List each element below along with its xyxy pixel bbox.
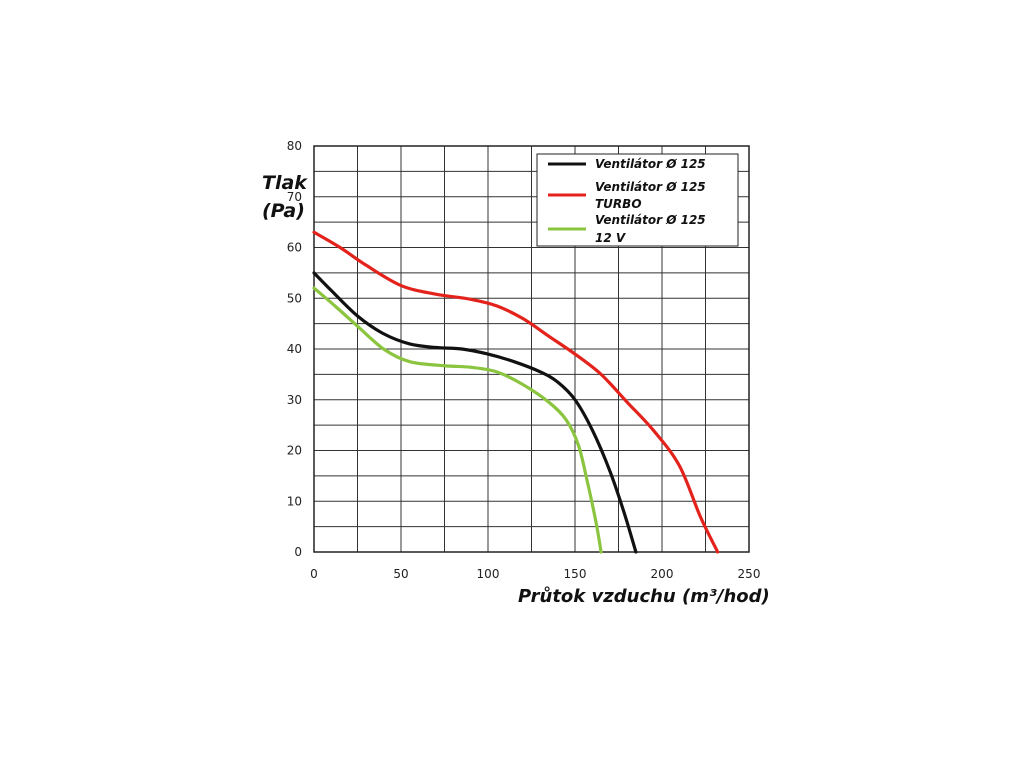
y-tick-label: 50 (287, 291, 302, 305)
series-line-ventilator-125-12v (312, 286, 603, 554)
legend-label-red-line1: Ventilátor Ø 125 (595, 180, 706, 194)
y-tick-label: 20 (287, 444, 302, 458)
series-lines (312, 230, 720, 554)
y-tick-label: 80 (287, 139, 302, 153)
legend: Ventilátor Ø 125 Ventilátor Ø 125 TURBO … (536, 153, 739, 247)
y-tick-label: 10 (287, 494, 302, 508)
series-line-ventilator-125 (312, 271, 638, 554)
plot-frame (313, 145, 750, 553)
y-axis-title-line1: Tlak (262, 172, 308, 194)
y-tick-label: 30 (287, 393, 302, 407)
legend-box (536, 153, 739, 247)
x-tick-label: 50 (393, 567, 408, 581)
x-tick-label: 200 (651, 567, 674, 581)
x-tick-label: 150 (564, 567, 587, 581)
series-line-ventilator-125-turbo (312, 230, 720, 554)
y-tick-label: 70 (287, 190, 302, 204)
x-tick-label: 0 (310, 567, 318, 581)
y-tick-label: 40 (287, 342, 302, 356)
legend-label-red-line2: TURBO (595, 197, 642, 211)
y-axis-title-line2: (Pa) (262, 200, 305, 222)
legend-label-green-line1: Ventilátor Ø 125 (595, 213, 706, 227)
x-axis-title: Průtok vzduchu (m³/hod) (518, 586, 770, 607)
x-tick-label: 250 (738, 567, 761, 581)
chart-grid (313, 145, 750, 553)
x-tick-label: 100 (477, 567, 500, 581)
legend-label-black: Ventilátor Ø 125 (595, 157, 706, 171)
y-tick-label: 0 (294, 545, 302, 559)
legend-label-green-line2: 12 V (595, 231, 627, 245)
tick-labels: 0 10 20 30 40 50 60 70 80 0 50 100 150 200 250 (287, 139, 761, 581)
y-tick-label: 60 (287, 241, 302, 255)
